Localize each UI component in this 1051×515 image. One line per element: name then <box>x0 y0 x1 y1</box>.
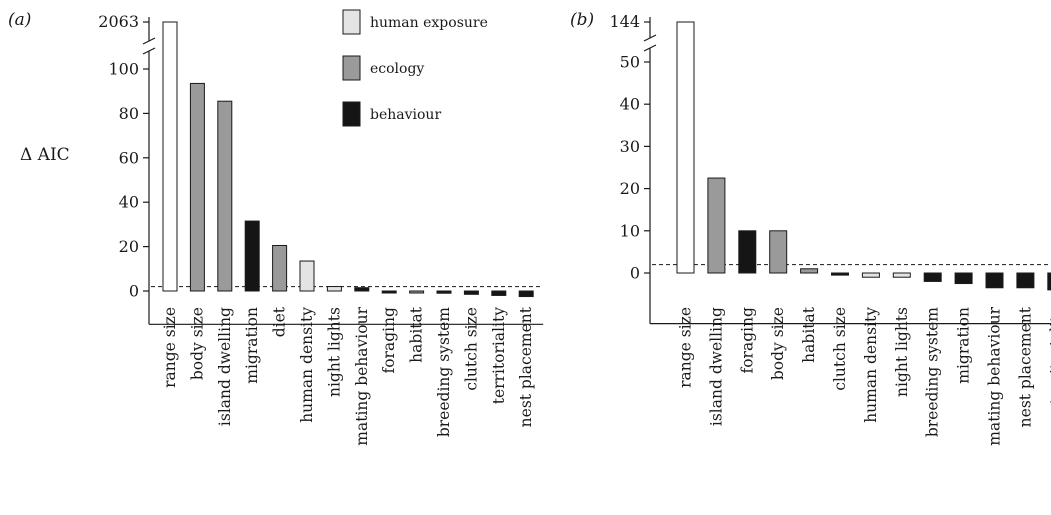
bar <box>892 272 911 278</box>
x-tick-label: range size <box>677 307 695 388</box>
y-tick-label: 0 <box>630 264 640 283</box>
bar <box>861 272 880 278</box>
y-tick-label: 2063 <box>98 12 139 31</box>
y-tick-label: 20 <box>620 179 640 198</box>
x-tick-label: range size <box>161 307 179 388</box>
bar <box>463 290 479 295</box>
legend-label: human exposure <box>370 15 488 31</box>
x-tick-label: island dwelling <box>707 307 725 426</box>
x-tick-label: territoriality <box>1047 307 1051 404</box>
x-tick-label: nest placement <box>1016 306 1034 427</box>
x-tick-label: human density <box>862 307 880 423</box>
legend: human exposure ecology behaviour <box>342 9 488 127</box>
x-tick-label: habitat <box>408 306 426 363</box>
bar <box>707 177 726 274</box>
y-tick-label: 40 <box>620 95 640 114</box>
panel-label: (b) <box>570 10 594 30</box>
legend-label: behaviour <box>370 107 441 123</box>
x-tick-label: mating behaviour <box>353 306 371 445</box>
bar <box>676 21 695 274</box>
bar <box>518 290 534 298</box>
x-tick-label: foraging <box>380 307 398 374</box>
bar <box>162 21 178 292</box>
x-tick-label: foraging <box>738 307 756 374</box>
y-tick-label: 0 <box>129 282 139 301</box>
axis-break-mark <box>643 34 657 52</box>
bar <box>217 100 233 292</box>
y-tick-label: 144 <box>609 12 640 31</box>
y-tick-label: 60 <box>119 148 139 167</box>
x-tick-label: habitat <box>800 306 818 363</box>
bar <box>831 272 849 276</box>
x-tick-label: body size <box>188 307 206 380</box>
y-tick-label: 80 <box>119 104 139 123</box>
bar <box>189 82 205 292</box>
legend-swatch <box>342 101 361 127</box>
bar <box>923 272 942 282</box>
bar <box>491 290 507 296</box>
bar <box>738 230 757 274</box>
y-tick-label: 50 <box>620 53 640 72</box>
x-tick-label: diet <box>271 306 289 337</box>
bar <box>272 244 288 292</box>
bar <box>299 260 315 292</box>
x-tick-label: breeding system <box>435 307 453 437</box>
legend-label: ecology <box>370 61 424 77</box>
y-tick-label: 100 <box>108 60 139 79</box>
x-tick-label: clutch size <box>831 307 849 391</box>
bar <box>381 290 397 294</box>
panel-a: (a) Δ AIC 2063 0 20 40 60 80 100 range size body s… <box>8 10 544 446</box>
bar <box>800 268 819 274</box>
panel-b: (b) 144 0 10 20 30 40 50 range size island dwelli… <box>570 10 1051 446</box>
bar <box>244 220 260 292</box>
legend-swatch <box>342 55 361 81</box>
y-tick-label: 30 <box>620 137 640 156</box>
x-tick-label: migration <box>243 307 261 384</box>
x-tick-label: nest placement <box>517 306 535 427</box>
y-tick-label: 20 <box>119 237 139 256</box>
x-tick-label: territoriality <box>490 307 508 404</box>
x-tick-label: migration <box>955 307 973 384</box>
x-tick-label: breeding system <box>924 307 942 437</box>
bar <box>409 290 425 294</box>
y-tick-label: 10 <box>620 221 640 240</box>
y-tick-label: 40 <box>119 193 139 212</box>
x-tick-label: mating behaviour <box>986 306 1004 445</box>
bar <box>954 272 973 285</box>
x-tick-label: clutch size <box>462 307 480 391</box>
bar <box>1047 272 1051 291</box>
x-tick-label: body size <box>769 307 787 380</box>
bar <box>354 287 370 292</box>
y-axis-label: Δ AIC <box>20 145 70 165</box>
x-tick-label: night lights <box>893 307 911 397</box>
bar <box>326 286 342 292</box>
x-tick-label: island dwelling <box>216 307 234 426</box>
bar <box>769 230 788 274</box>
bar <box>436 290 452 294</box>
bar <box>985 272 1004 289</box>
x-tick-label: night lights <box>325 307 343 397</box>
panel-label: (a) <box>8 10 31 30</box>
bar <box>1016 272 1035 289</box>
x-tick-label: human density <box>298 307 316 423</box>
legend-swatch <box>342 9 361 35</box>
axis-break-mark <box>142 37 156 55</box>
